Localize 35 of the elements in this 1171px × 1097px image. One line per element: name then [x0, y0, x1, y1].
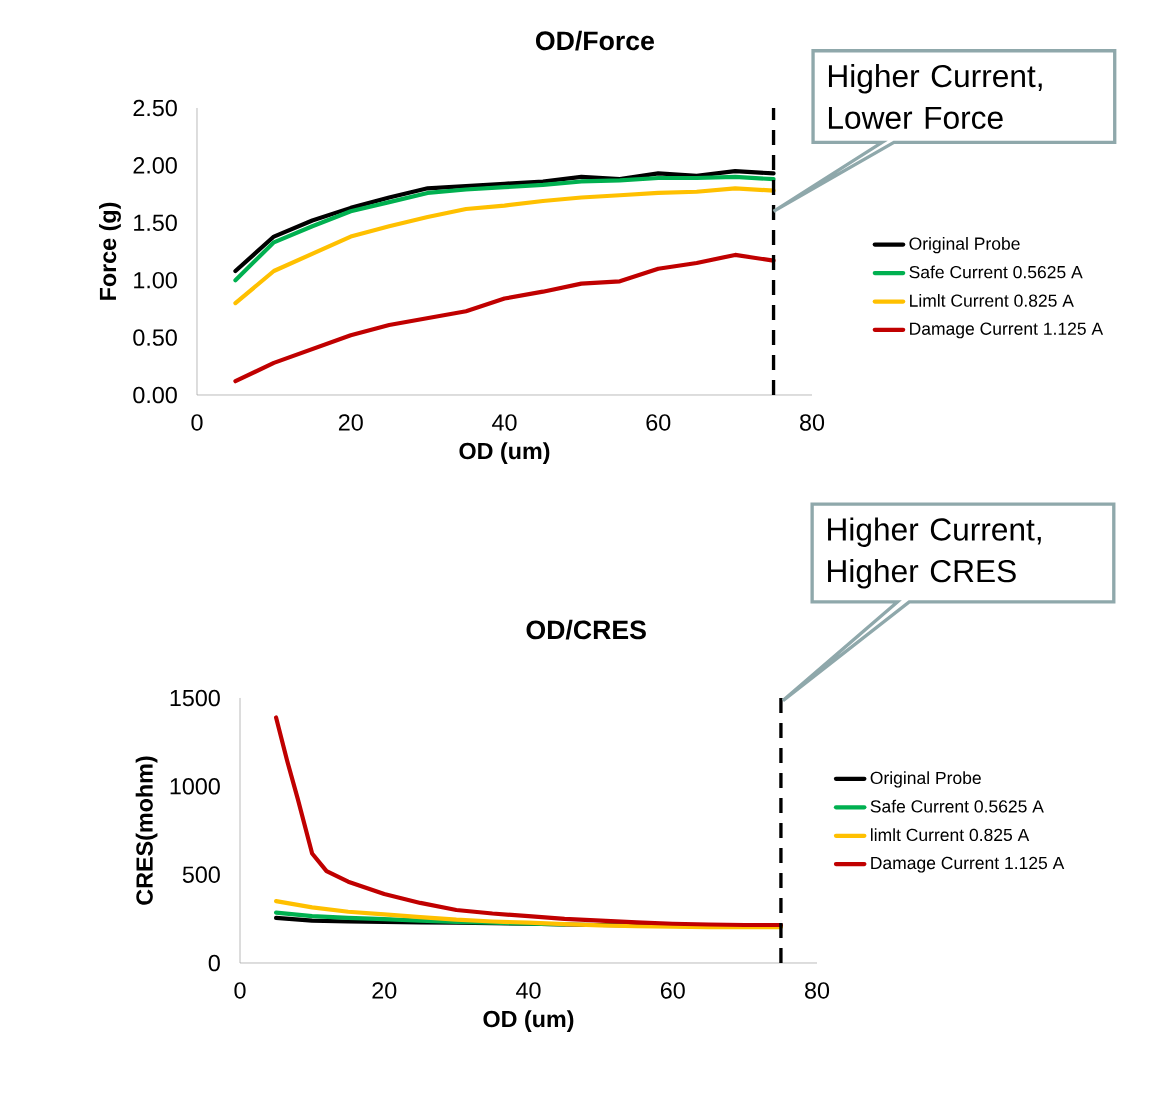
- y-tick-label: 0: [208, 954, 220, 972]
- x-tick-label: 60: [646, 414, 671, 431]
- text: Higher Current, Higher CRES: [828, 517, 1041, 589]
- legend-label: Original Probe: [870, 771, 981, 788]
- legend-label: Safe Current 0.5625 A: [909, 265, 1083, 279]
- y-tick-label: 2.50: [133, 99, 177, 117]
- y-axis-title: Force (g): [99, 202, 121, 300]
- chart-title: OD/CRES: [526, 619, 646, 640]
- y-tick-label: 1.00: [134, 271, 177, 289]
- x-tick-label: 40: [492, 414, 517, 431]
- y-tick-label: 1000: [170, 778, 220, 795]
- legend-label: Damage Current 1.125 A: [871, 856, 1065, 873]
- y-tick-label: 500: [182, 866, 220, 883]
- x-tick-label: 0: [234, 982, 246, 999]
- x-tick-label: 80: [800, 414, 825, 431]
- x-tick-label: 40: [516, 982, 541, 999]
- y-tick-label: 1.50: [134, 214, 177, 232]
- x-tick-label: 20: [338, 414, 363, 431]
- x-tick-label: 20: [372, 982, 397, 999]
- x-tick-label: 80: [805, 982, 830, 999]
- legend-label: Damage Current 1.125 A: [910, 322, 1104, 339]
- y-tick-label: 0.50: [133, 329, 177, 346]
- x-tick-label: 60: [660, 982, 685, 999]
- y-tick-label: 1500: [170, 689, 220, 707]
- legend-label: Original Probe: [909, 236, 1020, 254]
- x-axis-title: OD (um): [459, 442, 550, 464]
- legend-label: limlt Current 0.825 A: [870, 828, 1030, 842]
- x-axis-title: OD (um): [483, 1010, 574, 1032]
- legend-label: Safe Current 0.5625 A: [870, 799, 1044, 813]
- chart-title: OD/Force: [535, 30, 654, 51]
- y-axis-title: CRES(mohm): [135, 756, 158, 905]
- legend-label: Limlt Current 0.825 A: [910, 293, 1074, 307]
- text: Higher Current, Lower Force: [828, 64, 1042, 129]
- y-tick-label: 2.00: [133, 157, 177, 174]
- y-tick-label: 0.00: [133, 386, 177, 404]
